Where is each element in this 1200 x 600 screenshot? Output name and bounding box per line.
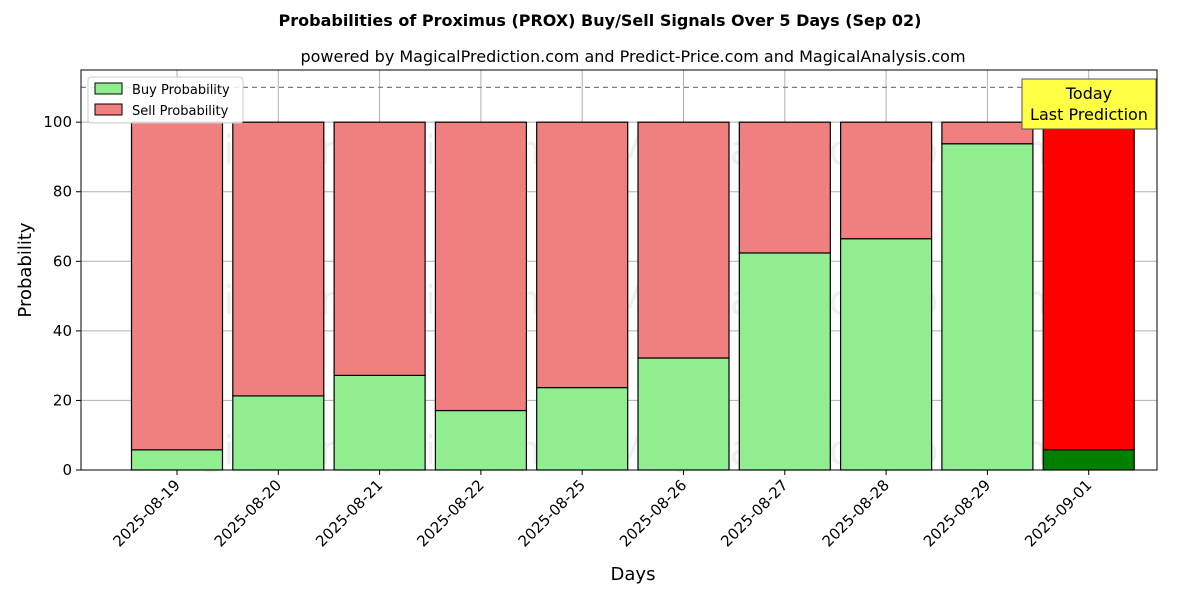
y-tick-label: 40: [53, 322, 72, 340]
x-axis-ticks: 2025-08-19 2025-08-20 2025-08-21 2025-08-22…: [109, 470, 1096, 550]
x-axis-label: Days: [611, 564, 656, 585]
bar-sell-2025-09-01: [1042, 121, 1135, 451]
bar-sell-2025-08-28: [839, 121, 933, 240]
x-tick-label: 2025-08-28: [819, 476, 893, 550]
x-tick-label: 2025-08-22: [413, 476, 487, 550]
x-tick-label: 2025-08-29: [920, 476, 994, 550]
bar-sell-2025-08-20: [232, 121, 325, 397]
bar-buy-2025-08-27: [738, 252, 831, 471]
bar-layer: [130, 121, 1135, 471]
legend-label-buy: Buy Probability: [132, 83, 230, 98]
x-tick-label: 2025-08-27: [717, 476, 791, 550]
annotation-box: [1021, 78, 1157, 130]
legend-swatch-buy: [94, 82, 123, 95]
bar-buy-2025-08-29: [941, 143, 1034, 471]
x-tick-label: 2025-09-01: [1021, 476, 1095, 550]
bar-buy-2025-08-22: [434, 409, 527, 471]
y-axis-label: Probability: [15, 222, 36, 317]
bar-sell-2025-08-26: [637, 121, 730, 359]
chart-title: Probabilities of Proximus (PROX) Buy/Sel…: [279, 11, 922, 30]
bar-sell-2025-08-29: [941, 121, 1034, 145]
bar-buy-2025-08-26: [637, 357, 730, 471]
y-tick-label: 0: [62, 461, 72, 479]
legend-box: [87, 76, 244, 124]
x-tick-label: 2025-08-20: [211, 476, 285, 550]
bar-sell-2025-08-22: [434, 121, 527, 412]
bar-buy-2025-09-01: [1042, 449, 1135, 471]
y-axis-ticks: 0 20 40 60 80 100: [43, 113, 81, 479]
bar-sell-2025-08-25: [536, 121, 629, 389]
today-annotation: Today Last Prediction: [1021, 78, 1157, 130]
bar-buy-2025-08-28: [839, 238, 933, 471]
y-tick-label: 60: [53, 252, 72, 270]
legend-label-sell: Sell Probability: [132, 104, 229, 119]
y-tick-label: 20: [53, 391, 72, 409]
bar-sell-2025-08-19: [130, 121, 224, 451]
bar-buy-2025-08-21: [333, 374, 426, 471]
annotation-line-2: Last Prediction: [1030, 105, 1148, 124]
y-tick-label: 100: [43, 113, 72, 131]
x-tick-label: 2025-08-26: [616, 476, 690, 550]
bar-sell-2025-08-27: [738, 121, 831, 254]
bar-buy-2025-08-19: [130, 449, 224, 471]
legend-swatch-sell: [94, 103, 123, 116]
y-tick-label: 80: [53, 183, 72, 201]
bar-buy-2025-08-20: [232, 395, 325, 471]
bar-buy-2025-08-25: [536, 386, 629, 471]
annotation-line-1: Today: [1065, 84, 1112, 103]
plot-frame: [80, 69, 1158, 471]
legend: Buy Probability Sell Probability: [87, 76, 244, 124]
bar-sell-2025-08-21: [333, 121, 426, 376]
x-tick-label: 2025-08-25: [515, 476, 589, 550]
x-tick-label: 2025-08-21: [312, 476, 386, 550]
x-tick-label: 2025-08-19: [109, 476, 183, 550]
chart-subtitle: powered by MagicalPrediction.com and Pre…: [300, 47, 965, 66]
